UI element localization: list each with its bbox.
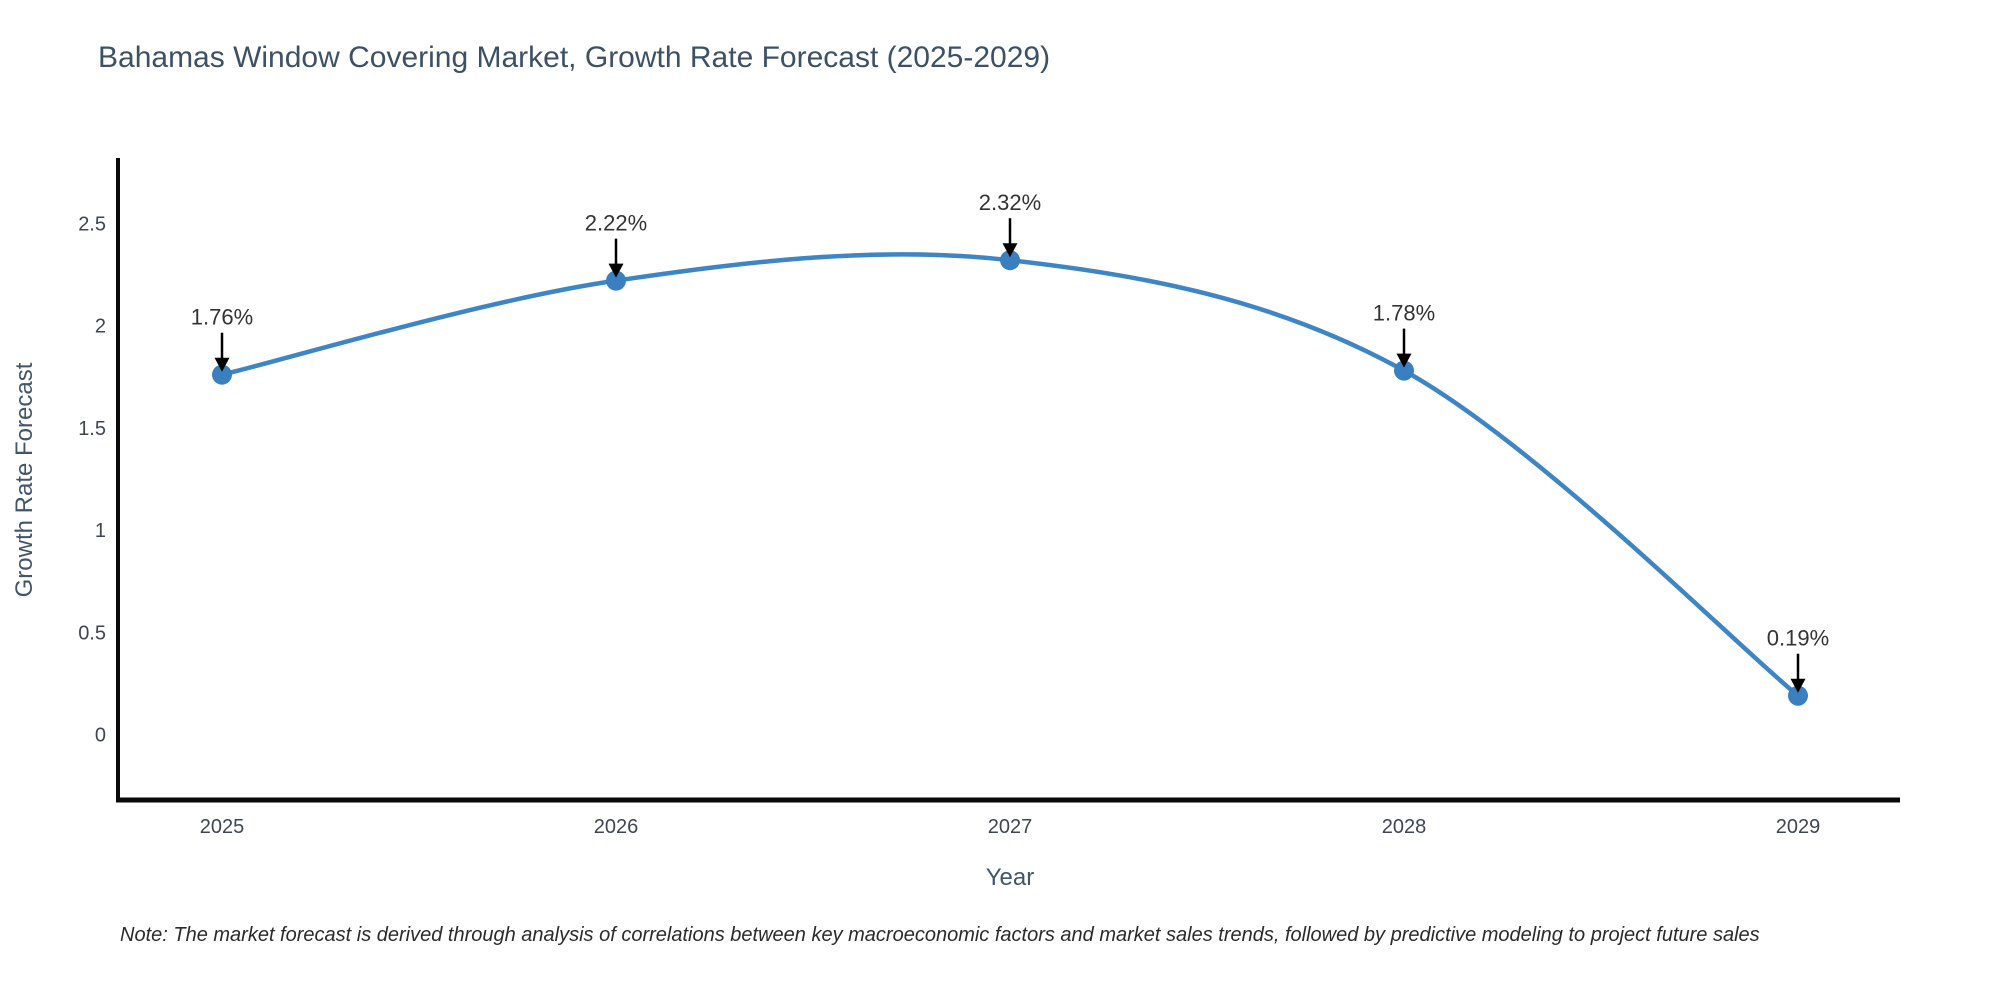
x-tick-label: 2028 [1382, 816, 1427, 838]
data-point-marker [1000, 250, 1020, 271]
x-tick-label: 2026 [594, 816, 639, 838]
y-tick-labels: 0 0.5 1 1.5 2 2.5 [78, 213, 106, 746]
annotation-arrowhead-icon [1790, 678, 1806, 693]
data-annotations: 1.76% 2.22% 2.32% 1.78% 0.19% [191, 190, 1829, 693]
y-tick-label: 1 [95, 520, 106, 542]
annotation-arrowhead-icon [1002, 243, 1018, 258]
data-point-label: 1.76% [191, 305, 253, 330]
data-point-label: 2.32% [979, 190, 1041, 215]
annotation-arrowhead-icon [1396, 353, 1412, 368]
data-point-marker [1394, 360, 1414, 381]
series-line [219, 252, 1801, 698]
x-tick-label: 2025 [200, 816, 245, 838]
data-point-label: 0.19% [1767, 626, 1829, 651]
y-axis-label: Growth Rate Forecast [11, 362, 38, 597]
annotation-arrowhead-icon [608, 263, 624, 278]
x-axis-label: Year [986, 864, 1035, 891]
y-tick-label: 2.5 [78, 213, 106, 235]
y-tick-label: 2 [95, 316, 106, 338]
data-markers [212, 250, 1808, 706]
footnote: Note: The market forecast is derived thr… [120, 924, 1760, 946]
forecast-line [219, 252, 1801, 698]
data-point-marker [212, 364, 232, 385]
y-tick-label: 0.5 [78, 622, 106, 644]
chart-title: Bahamas Window Covering Market, Growth R… [98, 41, 1050, 74]
data-point-label: 1.78% [1373, 301, 1435, 326]
data-point-marker [606, 270, 626, 291]
data-point-label: 2.22% [585, 211, 647, 236]
y-tick-label: 0 [95, 725, 106, 747]
data-point-marker [1788, 685, 1808, 706]
x-tick-label: 2029 [1776, 816, 1821, 838]
annotation-arrowhead-icon [214, 357, 230, 372]
x-tick-labels: 2025 2026 2027 2028 2029 [200, 816, 1821, 838]
x-tick-label: 2027 [988, 816, 1033, 838]
y-tick-label: 1.5 [78, 418, 106, 440]
